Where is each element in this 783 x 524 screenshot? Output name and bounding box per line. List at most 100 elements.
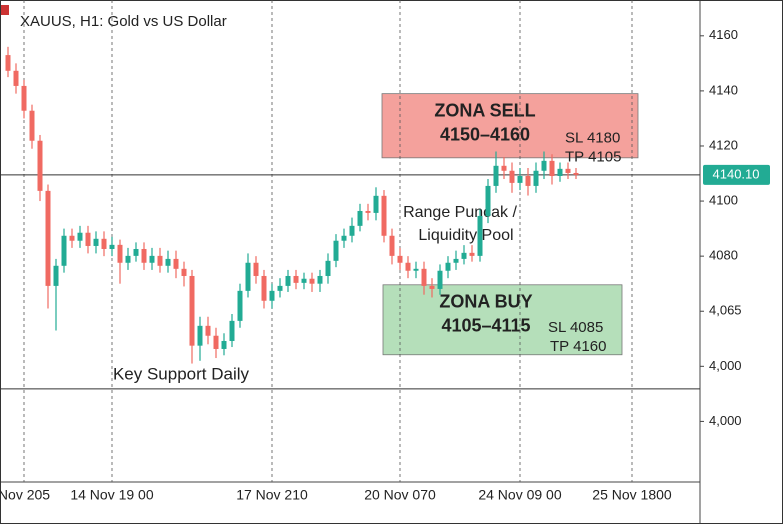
candle-body xyxy=(525,175,531,186)
candle-body xyxy=(253,262,259,276)
candle-body xyxy=(69,235,75,241)
candle-body xyxy=(93,238,99,246)
candle-body xyxy=(221,340,227,349)
candle-body xyxy=(469,252,475,256)
candle-body xyxy=(157,255,163,266)
candle-body xyxy=(5,55,11,71)
zone-box xyxy=(381,93,639,159)
candle-body xyxy=(373,195,379,213)
candle-body xyxy=(349,225,355,236)
candle-body xyxy=(61,235,67,266)
candle-body xyxy=(309,278,315,284)
candle-body xyxy=(461,252,467,259)
candle-body xyxy=(85,232,91,246)
candle-body xyxy=(285,275,291,286)
zone-range: 4150–4160 xyxy=(440,124,530,144)
candle-body xyxy=(405,262,411,271)
candle-body xyxy=(197,325,203,346)
candle-body xyxy=(453,258,459,263)
candle-body xyxy=(269,290,275,301)
candle-body xyxy=(261,275,267,301)
candle-body xyxy=(533,170,539,186)
y-tick-label: 4,000 xyxy=(709,413,742,428)
candle-body xyxy=(125,255,131,263)
candle-body xyxy=(365,210,371,213)
candle-body xyxy=(509,170,515,183)
candle-body xyxy=(101,238,107,249)
candle-body xyxy=(501,165,507,171)
candle-body xyxy=(117,244,123,263)
zone-sl: SL 4180 xyxy=(565,130,620,147)
y-tick-label: 4100 xyxy=(709,193,738,208)
candle-body xyxy=(53,265,59,286)
candle-body xyxy=(317,275,323,284)
candle-body xyxy=(173,258,179,269)
candle-body xyxy=(229,320,235,341)
y-tick-label: 4,065 xyxy=(709,303,742,318)
candle-body xyxy=(181,268,187,276)
candle-body xyxy=(557,168,563,176)
candle-body xyxy=(357,210,363,226)
zone-tp: TP 4105 xyxy=(565,149,621,166)
zone-range: 4105–4115 xyxy=(441,316,530,336)
candle-body xyxy=(445,262,451,271)
candle-body xyxy=(437,270,443,289)
candle-body xyxy=(477,215,483,256)
candle-body xyxy=(301,278,307,283)
candle-body xyxy=(189,275,195,346)
candle-body xyxy=(237,290,243,321)
candle-body xyxy=(109,244,115,249)
candle-body xyxy=(333,240,339,261)
x-tick-label: Nov 205 xyxy=(0,487,50,503)
zone-sl: SL 4085 xyxy=(548,319,603,336)
candle-body xyxy=(245,262,251,291)
x-tick-label: 20 Nov 070 xyxy=(364,487,436,503)
candle-body xyxy=(565,168,571,173)
zone-box xyxy=(382,284,623,356)
candle-body xyxy=(213,335,219,349)
zone-label: ZONA SELL xyxy=(434,100,535,120)
support-label: Key Support Daily xyxy=(113,364,250,383)
candle-body xyxy=(141,248,147,263)
candle-body xyxy=(45,190,51,286)
candle-body xyxy=(381,195,387,236)
y-tick-label: 4080 xyxy=(709,248,738,263)
candle-body xyxy=(413,268,419,271)
y-tick-label: 4,000 xyxy=(709,358,742,373)
candle-body xyxy=(77,232,83,241)
candle-body xyxy=(421,268,427,286)
symbol-icon xyxy=(1,5,9,15)
x-tick-label: 17 Nov 210 xyxy=(236,487,308,503)
candle-body xyxy=(389,235,395,256)
candle-body xyxy=(397,255,403,263)
candle-body xyxy=(541,160,547,171)
y-tick-label: 4160 xyxy=(709,27,738,42)
current-price-box xyxy=(703,164,770,185)
candle-body xyxy=(325,260,331,276)
candle-body xyxy=(573,172,579,175)
zone-label: ZONA BUY xyxy=(439,292,532,312)
range-note: Range Puncak / xyxy=(403,204,517,221)
candle-body xyxy=(341,235,347,241)
candle-body xyxy=(517,175,523,183)
candle-body xyxy=(29,110,35,141)
candle-body xyxy=(485,185,491,216)
y-tick-label: 4120 xyxy=(709,137,738,152)
x-tick-label: 14 Nov 19 00 xyxy=(70,487,153,503)
candle-body xyxy=(293,275,299,283)
candle-body xyxy=(429,285,435,289)
x-tick-label: 25 Nov 1800 xyxy=(592,487,672,503)
range-note: Liquidity Pool xyxy=(418,227,513,244)
y-tick-label: 4140 xyxy=(709,82,738,97)
candle-body xyxy=(493,165,499,186)
zone-tp: TP 4160 xyxy=(550,338,606,355)
candle-body xyxy=(133,248,139,256)
candle-body xyxy=(13,70,19,86)
x-tick-label: 24 Nov 09 00 xyxy=(478,487,561,503)
current-price-label: 4140.10 xyxy=(713,166,760,181)
candle-body xyxy=(21,85,27,111)
candle-body xyxy=(165,258,171,266)
candle-body xyxy=(149,255,155,263)
candle-body xyxy=(205,325,211,336)
